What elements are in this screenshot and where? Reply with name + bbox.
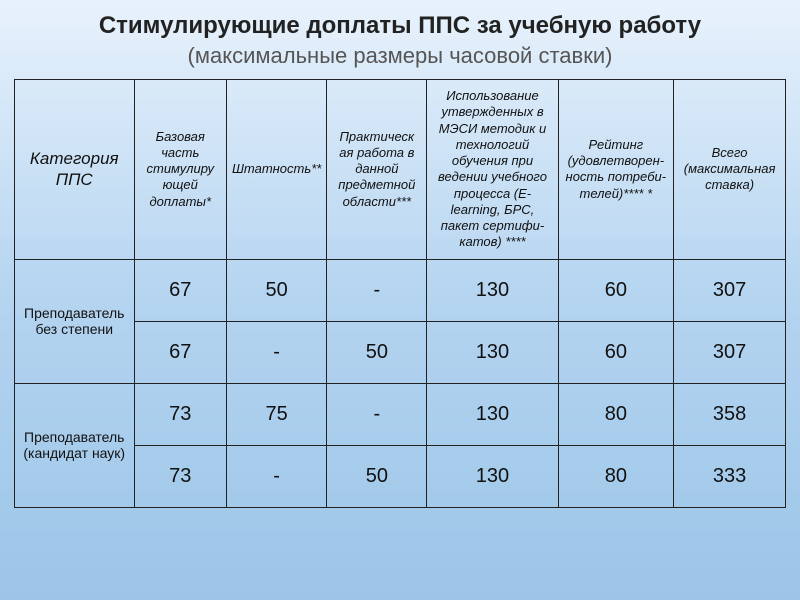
row-group-label: Преподаватель (кандидат наук): [15, 383, 135, 507]
col-header-rating: Рейтинг (удовлетворен-ность потреби-теле…: [558, 79, 674, 259]
cell: 130: [427, 383, 558, 445]
cell: 60: [558, 259, 674, 321]
col-header-practice: Практическ ая работа в данной предметной…: [327, 79, 427, 259]
cell: 67: [134, 321, 227, 383]
col-header-category: Категория ППС: [15, 79, 135, 259]
table-header-row: Категория ППС Базовая часть стимулиру ющ…: [15, 79, 786, 259]
cell: 333: [674, 445, 786, 507]
cell: 60: [558, 321, 674, 383]
cell: 73: [134, 445, 227, 507]
cell: 307: [674, 321, 786, 383]
cell: -: [327, 259, 427, 321]
page-subtitle: (максимальные размеры часовой ставки): [14, 43, 786, 69]
cell: 75: [227, 383, 327, 445]
payments-table: Категория ППС Базовая часть стимулиру ющ…: [14, 79, 786, 508]
cell: 130: [427, 321, 558, 383]
col-header-total: Всего (максимальная ставка): [674, 79, 786, 259]
cell: 50: [227, 259, 327, 321]
cell: 358: [674, 383, 786, 445]
cell: 130: [427, 445, 558, 507]
cell: 73: [134, 383, 227, 445]
col-header-staff: Штатность**: [227, 79, 327, 259]
table-row: Преподаватель (кандидат наук) 73 75 - 13…: [15, 383, 786, 445]
cell: 67: [134, 259, 227, 321]
cell: 307: [674, 259, 786, 321]
cell: 130: [427, 259, 558, 321]
cell: -: [327, 383, 427, 445]
page-title: Стимулирующие доплаты ППС за учебную раб…: [14, 12, 786, 41]
cell: -: [227, 445, 327, 507]
cell: 50: [327, 321, 427, 383]
cell: 50: [327, 445, 427, 507]
col-header-methods: Использование утвержденных в МЭСИ методи…: [427, 79, 558, 259]
col-header-base: Базовая часть стимулиру ющей доплаты*: [134, 79, 227, 259]
table-row: Преподаватель без степени 67 50 - 130 60…: [15, 259, 786, 321]
row-group-label: Преподаватель без степени: [15, 259, 135, 383]
cell: -: [227, 321, 327, 383]
cell: 80: [558, 383, 674, 445]
cell: 80: [558, 445, 674, 507]
